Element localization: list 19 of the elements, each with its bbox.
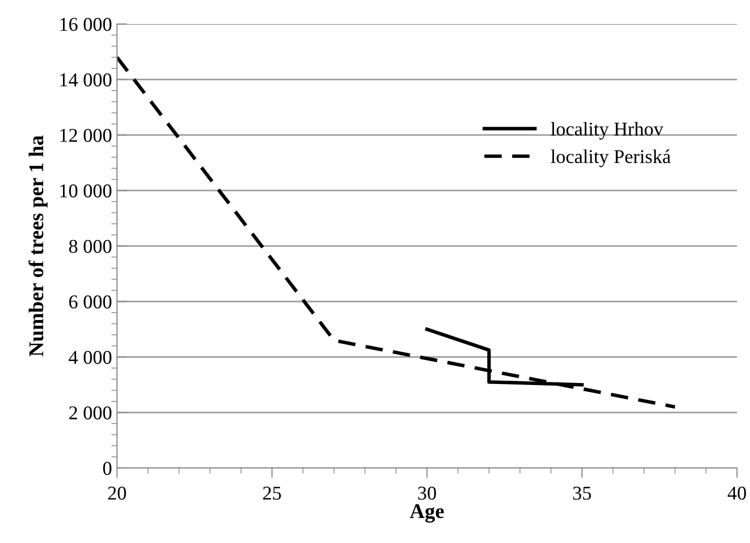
y-tick-label: 2 000 (69, 406, 112, 420)
legend-label: locality Hrhov (550, 122, 664, 140)
legend-label: locality Periská (550, 149, 671, 168)
x-tick-label: 40 (728, 486, 746, 500)
y-tick-label: 8 000 (69, 240, 112, 253)
line-series (425, 328, 584, 386)
y-axis-title: Number of trees per 1 ha (28, 135, 48, 356)
y-tick-label: 4 000 (68, 350, 112, 364)
y-tick-label: 10 000 (60, 184, 112, 198)
y-tick-label: 12 000 (60, 128, 112, 142)
x-tick-label: 25 (263, 486, 281, 500)
y-tick-label: 16 000 (60, 18, 112, 31)
x-tick-label: 35 (573, 486, 591, 500)
y-tick-label: 0 (103, 462, 112, 475)
y-tick-label: 14 000 (60, 73, 112, 86)
x-tick-label: 30 (418, 486, 436, 500)
x-axis-title: Age (410, 504, 444, 523)
y-tick-label: 6 000 (69, 295, 112, 308)
x-tick-label: 20 (108, 486, 126, 500)
